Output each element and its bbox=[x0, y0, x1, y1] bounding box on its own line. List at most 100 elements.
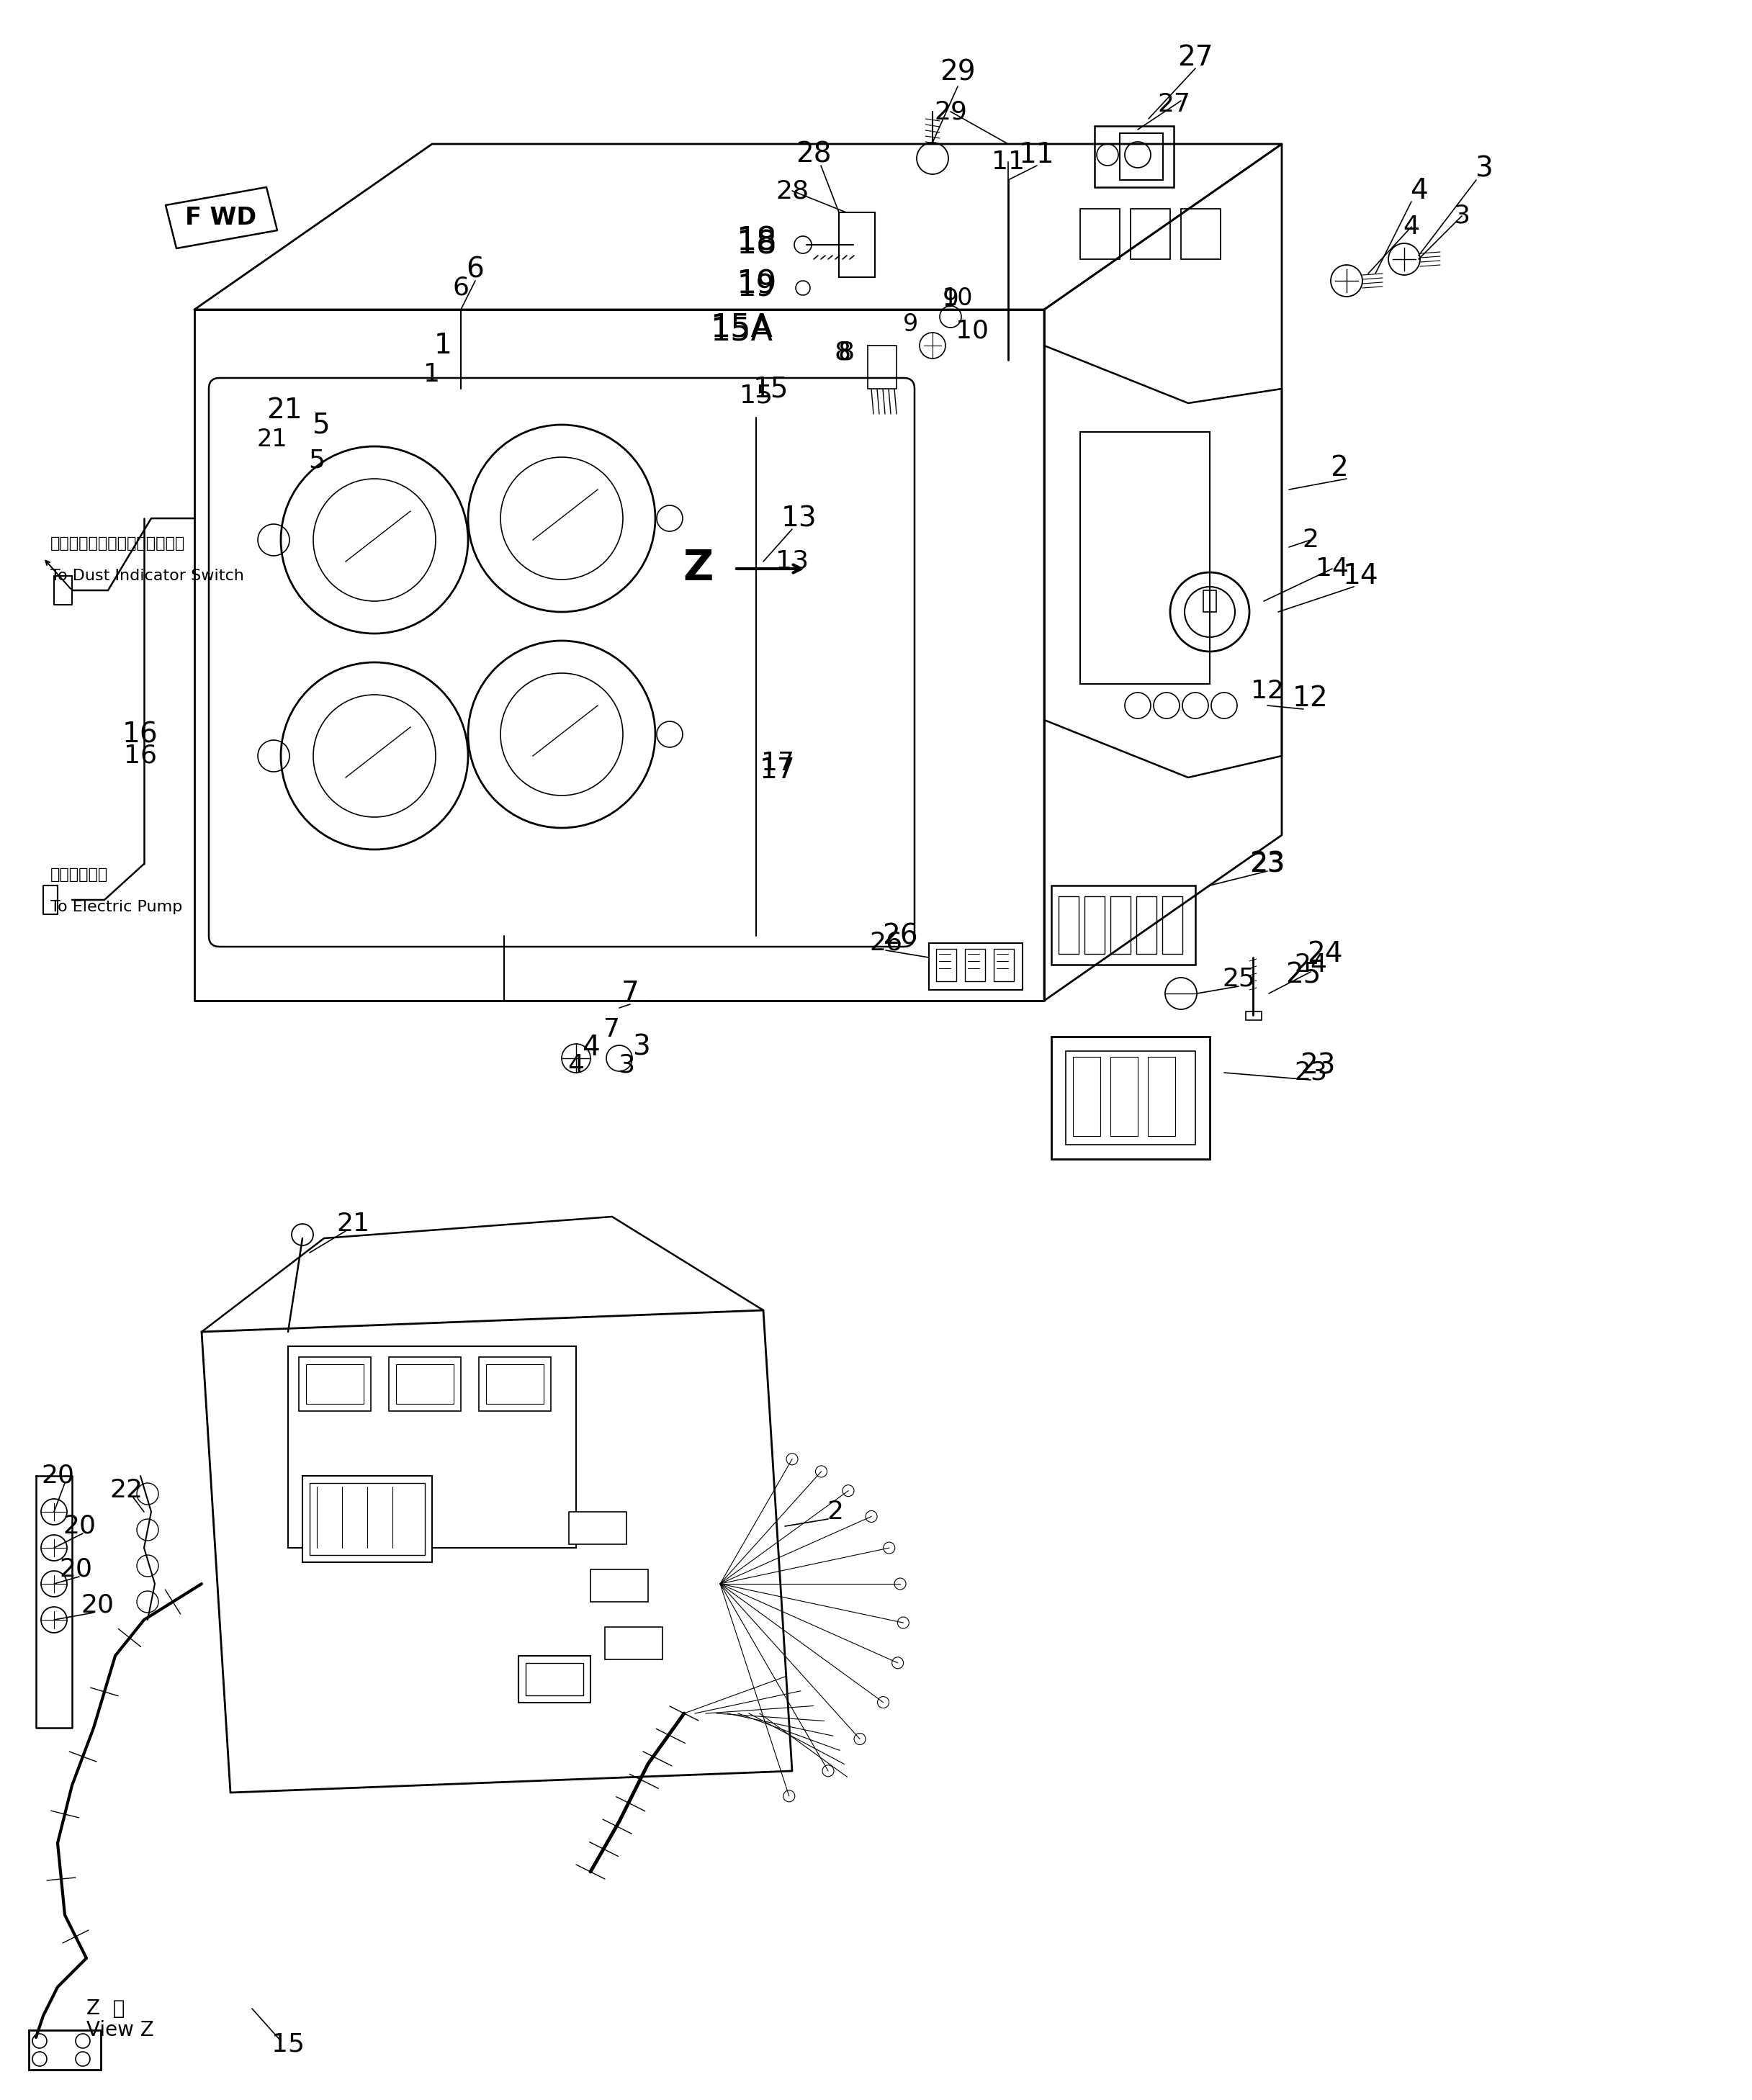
Bar bbox=[993, 949, 1014, 981]
Bar bbox=[303, 1476, 433, 1562]
Text: 24: 24 bbox=[1307, 941, 1342, 968]
Bar bbox=[1130, 208, 1170, 258]
Text: 12: 12 bbox=[1293, 685, 1328, 712]
Text: 9: 9 bbox=[943, 286, 958, 311]
Text: 20: 20 bbox=[60, 1558, 93, 1581]
Text: 24: 24 bbox=[1295, 953, 1328, 976]
Text: 18: 18 bbox=[736, 225, 776, 256]
Text: 21: 21 bbox=[336, 1212, 370, 1237]
Text: 14: 14 bbox=[1316, 556, 1349, 582]
Text: 15: 15 bbox=[753, 376, 788, 403]
Text: 27: 27 bbox=[1177, 44, 1212, 71]
Text: 25: 25 bbox=[1221, 966, 1254, 991]
Text: 19: 19 bbox=[738, 273, 774, 302]
Text: 20: 20 bbox=[81, 1594, 114, 1617]
Text: 4: 4 bbox=[568, 1054, 585, 1077]
Text: 1: 1 bbox=[434, 332, 452, 359]
Bar bbox=[519, 1655, 590, 1703]
Text: 15: 15 bbox=[272, 2033, 305, 2056]
Text: View Z: View Z bbox=[86, 2020, 154, 2041]
Bar bbox=[307, 1365, 364, 1403]
Text: 15A: 15A bbox=[710, 315, 773, 347]
Text: Z  視: Z 視 bbox=[86, 1999, 124, 2018]
Bar bbox=[1051, 1037, 1211, 1159]
Text: 5: 5 bbox=[308, 449, 326, 472]
Text: 6: 6 bbox=[452, 275, 470, 300]
Text: 電動ポンプへ: 電動ポンプへ bbox=[51, 867, 109, 882]
Text: 5: 5 bbox=[312, 412, 329, 439]
Bar bbox=[1204, 590, 1216, 611]
Bar bbox=[1084, 897, 1104, 953]
Text: To Dust Indicator Switch: To Dust Indicator Switch bbox=[51, 569, 244, 584]
Text: 29: 29 bbox=[939, 59, 976, 86]
Text: 12: 12 bbox=[1251, 678, 1284, 704]
Bar bbox=[1120, 132, 1163, 181]
Text: 7: 7 bbox=[604, 1016, 620, 1042]
Bar bbox=[604, 1628, 662, 1659]
Text: 3: 3 bbox=[618, 1054, 634, 1077]
Bar bbox=[1111, 897, 1130, 953]
Bar bbox=[1081, 433, 1211, 685]
Bar bbox=[590, 1569, 648, 1602]
Bar bbox=[936, 949, 957, 981]
Text: 28: 28 bbox=[795, 141, 832, 168]
Text: 23: 23 bbox=[1249, 850, 1286, 878]
Bar bbox=[1058, 897, 1079, 953]
Text: To Electric Pump: To Electric Pump bbox=[51, 901, 182, 914]
Bar bbox=[1095, 126, 1174, 187]
Bar bbox=[1072, 1056, 1100, 1136]
Bar bbox=[1137, 897, 1156, 953]
Text: 23: 23 bbox=[1300, 1052, 1335, 1079]
Bar bbox=[396, 1365, 454, 1403]
Bar bbox=[1246, 1012, 1261, 1021]
Text: 21: 21 bbox=[258, 426, 287, 452]
Text: 23: 23 bbox=[1251, 853, 1284, 876]
Bar bbox=[929, 943, 1023, 989]
Bar bbox=[478, 1357, 550, 1411]
Text: 27: 27 bbox=[1158, 92, 1190, 118]
Text: 1: 1 bbox=[424, 361, 440, 386]
Text: 20: 20 bbox=[63, 1514, 96, 1539]
Bar bbox=[1181, 208, 1221, 258]
Text: 14: 14 bbox=[1344, 563, 1379, 590]
Text: 26: 26 bbox=[869, 930, 902, 956]
Text: 21: 21 bbox=[266, 397, 303, 424]
Bar bbox=[526, 1663, 583, 1695]
Text: 17: 17 bbox=[760, 752, 794, 775]
Text: 15: 15 bbox=[739, 384, 773, 407]
Text: 3: 3 bbox=[632, 1033, 650, 1060]
Bar bbox=[389, 1357, 461, 1411]
Bar bbox=[485, 1365, 543, 1403]
Bar bbox=[1162, 897, 1183, 953]
Text: 16: 16 bbox=[124, 743, 158, 769]
Text: 2: 2 bbox=[1302, 527, 1319, 552]
Text: ダストインジケータスイッチへ: ダストインジケータスイッチへ bbox=[51, 536, 186, 550]
Text: 9: 9 bbox=[904, 313, 918, 336]
Text: 11: 11 bbox=[992, 149, 1025, 174]
Bar bbox=[1081, 208, 1120, 258]
Bar bbox=[28, 2031, 102, 2071]
Text: 26: 26 bbox=[883, 922, 918, 949]
Text: 4: 4 bbox=[582, 1033, 599, 1060]
Bar bbox=[1065, 1052, 1195, 1144]
Bar bbox=[1111, 1056, 1137, 1136]
Text: 29: 29 bbox=[934, 99, 967, 124]
Text: 20: 20 bbox=[40, 1464, 74, 1489]
Text: 11: 11 bbox=[1020, 141, 1055, 168]
Text: 2: 2 bbox=[827, 1499, 844, 1525]
Bar bbox=[300, 1357, 371, 1411]
Text: 10: 10 bbox=[955, 319, 988, 344]
Text: 18: 18 bbox=[736, 229, 776, 260]
Text: 4: 4 bbox=[1410, 176, 1428, 204]
Text: 28: 28 bbox=[776, 179, 809, 204]
Text: 4: 4 bbox=[1403, 214, 1419, 239]
Text: 13: 13 bbox=[781, 504, 816, 531]
Bar bbox=[1051, 886, 1195, 964]
Text: 13: 13 bbox=[776, 550, 809, 573]
Bar bbox=[965, 949, 985, 981]
Text: 10: 10 bbox=[943, 288, 972, 311]
Text: 23: 23 bbox=[1295, 1060, 1328, 1086]
Text: 3: 3 bbox=[1454, 204, 1470, 229]
Text: 3: 3 bbox=[1475, 155, 1493, 183]
Bar bbox=[310, 1483, 424, 1554]
